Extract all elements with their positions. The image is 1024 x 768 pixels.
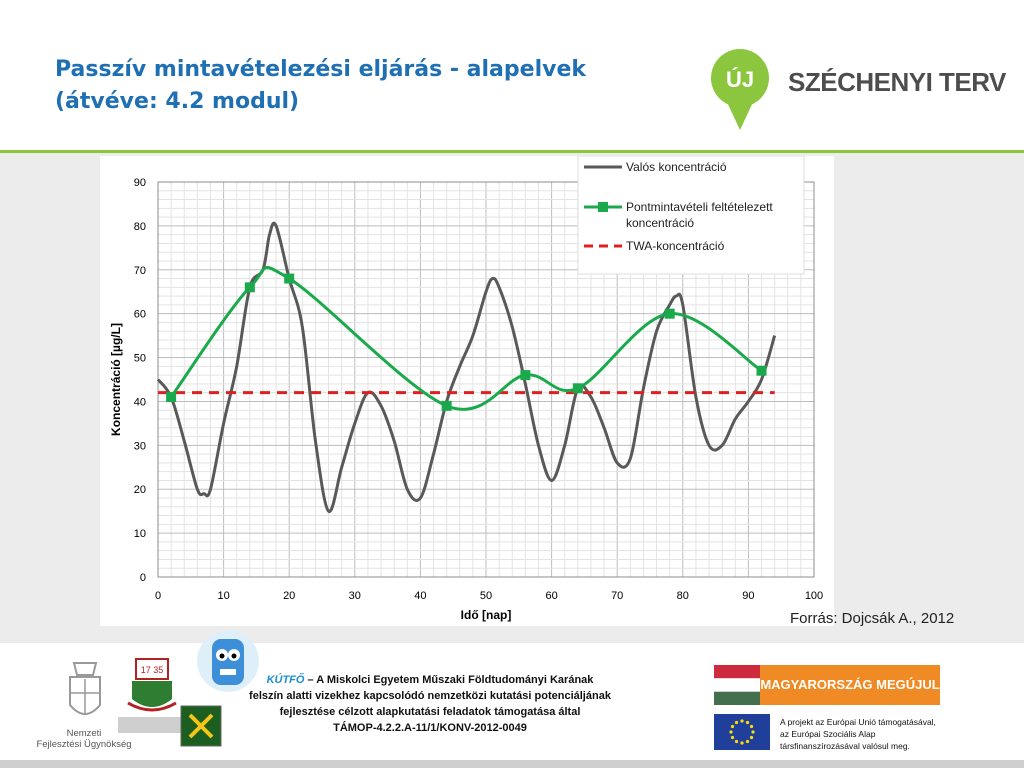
- slide-footer: 17 35: [0, 630, 1024, 768]
- x-tick-label: 90: [742, 590, 754, 602]
- slide-header: Passzív mintavételezési eljárás - alapel…: [0, 0, 1024, 150]
- legend-label-point-line1: Pontmintavételi feltételezett: [626, 200, 773, 214]
- x-tick-label: 20: [283, 590, 295, 602]
- footer-project-text: KÚTFŐ – A Miskolci Egyetem Műszaki Földt…: [220, 672, 640, 736]
- chart-panel: 0 10 20 30 40 50 60 70 80 90 100 0 10 20 30 40 50 60 70 80 9…: [100, 155, 834, 626]
- y-tick-label: 50: [134, 353, 146, 365]
- logo-badge-text: ÚJ: [726, 67, 754, 92]
- point-sampling-marker: [284, 273, 295, 284]
- crest-year-text: 17 35: [141, 665, 164, 675]
- x-tick-label: 0: [155, 590, 161, 602]
- kutfo-mascot-icon: [197, 630, 259, 692]
- eu-star: [730, 724, 735, 729]
- eu-star: [745, 720, 750, 725]
- chart-series: [156, 221, 777, 513]
- source-citation: Forrás: Dojcsák A., 2012: [790, 610, 955, 627]
- point-sampling-marker: [756, 365, 767, 376]
- footer-line1: – A Miskolci Egyetem Műszaki Földtudomán…: [304, 674, 594, 686]
- point-sampling-marker: [441, 400, 452, 411]
- eu-star: [749, 735, 754, 740]
- eu-star: [751, 730, 755, 734]
- y-tick-label: 80: [134, 221, 146, 233]
- eu-star: [740, 719, 744, 723]
- legend-box: [577, 155, 805, 275]
- eu-line1: A projekt az Európai Unió támogatásával,: [780, 717, 936, 727]
- hungarian-flag-icon: [714, 665, 760, 705]
- nfu-line2: Fejlesztési Ügynökség: [36, 739, 132, 750]
- y-tick-label: 40: [134, 396, 146, 408]
- mining-faculty-logo-icon: [180, 705, 222, 747]
- map-pin-icon: ÚJ: [711, 49, 769, 130]
- y-tick-label: 30: [134, 440, 146, 452]
- eu-star: [740, 741, 744, 745]
- legend-label-point-line2: koncentráció: [626, 216, 694, 230]
- slide-title-line2: (átvéve: 4.2 modul): [55, 89, 300, 114]
- eu-star: [745, 739, 750, 744]
- eu-star: [730, 735, 735, 740]
- x-tick-label: 100: [805, 590, 823, 602]
- x-tick-label: 60: [545, 590, 557, 602]
- crest-base-bar: [118, 717, 184, 733]
- university-crest-icon: 17 35: [127, 658, 177, 712]
- eu-star: [734, 739, 739, 744]
- legend-label-actual: Valós koncentráció: [626, 160, 727, 174]
- x-tick-label: 10: [217, 590, 229, 602]
- logo-text: SZÉCHENYI TERV: [788, 67, 1006, 97]
- x-tick-label: 40: [414, 590, 426, 602]
- nfu-line1: Nemzeti: [66, 728, 102, 739]
- y-tick-label: 90: [134, 177, 146, 189]
- concentration-chart: 0 10 20 30 40 50 60 70 80 90 100 0 10 20 30 40 50 60 70 80 9…: [109, 155, 823, 622]
- header-divider: [0, 150, 1024, 153]
- footer-line3: fejlesztése célzott alapkutatási feladat…: [279, 706, 581, 718]
- y-tick-label: 10: [134, 528, 146, 540]
- eu-line2: az Európai Szociális Alap: [780, 729, 876, 739]
- x-tick-label: 30: [349, 590, 361, 602]
- point-sampling-marker: [166, 392, 177, 403]
- point-sampling-marker: [572, 383, 583, 394]
- eu-line3: társfinanszírozásával valósul meg.: [780, 741, 910, 751]
- kutfo-brand: KÚTFŐ: [266, 674, 305, 686]
- nfu-label: Nemzeti Fejlesztési Ügynökség: [34, 728, 134, 750]
- bottom-bar: [0, 760, 1024, 768]
- chart-legend: Valós koncentráció Pontmintavételi feltét…: [577, 155, 805, 275]
- point-sampling-marker: [664, 308, 675, 319]
- point-sampling-marker: [244, 282, 255, 293]
- legend-label-twa: TWA-koncentráció: [626, 239, 725, 253]
- y-tick-label: 0: [140, 572, 146, 584]
- y-axis-label: Koncentráció [µg/L]: [109, 323, 123, 436]
- footer-line4: TÁMOP-4.2.2.A-11/1/KONV-2012-0049: [333, 722, 527, 734]
- y-tick-label: 20: [134, 484, 146, 496]
- x-axis-label: Idő [nap]: [461, 608, 512, 622]
- eu-star: [734, 720, 739, 725]
- eu-star: [749, 724, 754, 729]
- eu-funding-text: A projekt az Európai Unió támogatásával,…: [780, 716, 980, 752]
- footer-line2: felszín alatti vizekhez kapcsolódó nemze…: [249, 690, 611, 702]
- slide-title-line1: Passzív mintavételezési eljárás - alapel…: [55, 57, 587, 82]
- point-sampling-marker: [520, 370, 531, 381]
- y-tick-label: 70: [134, 265, 146, 277]
- y-tick-label: 60: [134, 309, 146, 321]
- legend-swatch-point-marker: [598, 202, 608, 212]
- eu-star: [729, 730, 733, 734]
- x-tick-label: 50: [480, 590, 492, 602]
- x-tick-label: 80: [677, 590, 689, 602]
- x-tick-label: 70: [611, 590, 623, 602]
- slide-title: Passzív mintavételezési eljárás - alapel…: [55, 54, 586, 118]
- eu-flag-icon: [714, 714, 770, 750]
- series-actual-concentration-line: [156, 221, 777, 513]
- szechenyi-terv-logo: ÚJ SZÉCHENYI TERV: [708, 48, 1006, 138]
- hungarian-coat-of-arms-icon: [69, 662, 101, 715]
- hungary-renews-banner: MAGYARORSZÁG MEGÚJUL: [760, 665, 940, 705]
- series-point-sampling-line: [169, 265, 763, 411]
